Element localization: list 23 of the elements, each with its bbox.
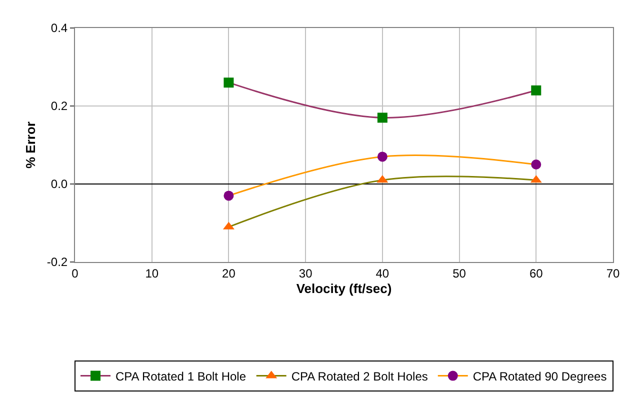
x-tick-label: 70 [606,266,620,280]
point [377,152,388,162]
y-axis-title: % Error [22,122,38,168]
y-tick-label: 0.2 [50,99,68,114]
y-tick-label: 0.4 [50,21,68,36]
point [531,85,542,96]
y-tick-label: 0.0 [50,177,68,192]
point [377,112,388,123]
legend-label: CPA Rotated 2 Bolt Holes [291,369,428,384]
x-tick-label: 0 [72,266,79,280]
x-tick-label: 60 [529,266,544,280]
y-tick-label: -0.2 [46,255,68,270]
x-tick-label: 30 [298,266,313,280]
x-tick-label: 20 [222,266,236,280]
point [531,160,542,170]
x-tick-label: 10 [145,266,159,280]
point [224,78,234,88]
x-axis-title: Velocity (ft/sec) [296,281,392,296]
legend-label: CPA Rotated 1 Bolt Hole [116,369,246,384]
point [224,190,234,201]
x-tick-label: 40 [376,266,390,280]
x-tick-label: 50 [452,266,466,280]
legend-label: CPA Rotated 90 Degrees [472,369,607,384]
